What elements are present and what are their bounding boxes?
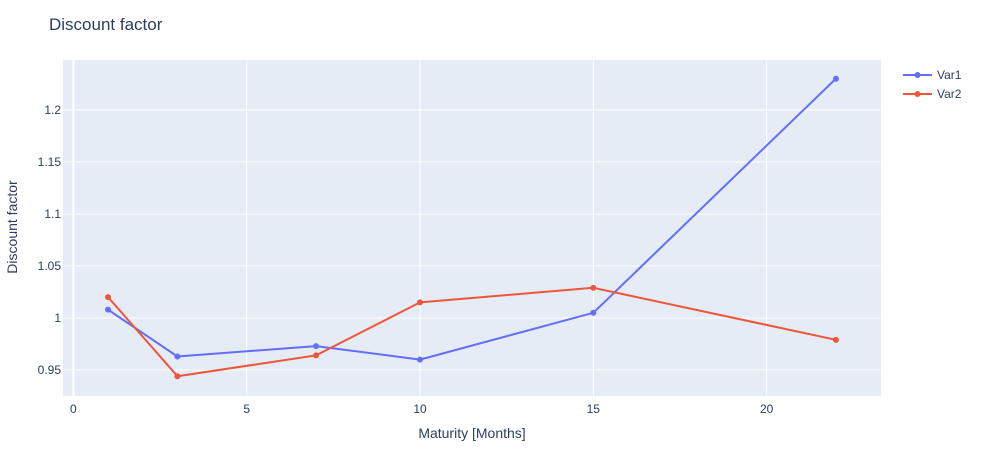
chart-title: Discount factor	[49, 15, 163, 34]
y-tick-label: 1.1	[44, 207, 61, 221]
data-point	[105, 294, 112, 301]
legend-item: Var2	[903, 87, 962, 101]
x-axis-title: Maturity [Months]	[418, 425, 525, 441]
data-point	[832, 336, 839, 343]
y-tick-label: 1.05	[38, 259, 62, 273]
y-tick-label: 1.15	[38, 155, 62, 169]
tick-layer: 0 5 10 15 20 0.95 1 1.05 1.1 1.15 1.2	[38, 103, 774, 416]
grid-layer	[63, 60, 881, 396]
series-layer	[105, 75, 839, 380]
x-tick-label: 10	[413, 402, 427, 416]
y-tick-label: 0.95	[38, 363, 62, 377]
y-axis-title: Discount factor	[4, 180, 20, 274]
series-line	[107, 286, 837, 378]
y-tick-label: 1	[54, 311, 61, 325]
data-point	[832, 75, 839, 82]
data-point	[174, 373, 181, 380]
data-point	[105, 306, 112, 313]
x-tick-label: 15	[587, 402, 601, 416]
legend-label: Var2	[937, 87, 962, 101]
legend-swatch-marker	[914, 72, 921, 78]
legend-swatch-marker	[914, 91, 921, 97]
legend-label: Var1	[937, 68, 962, 82]
x-tick-label: 5	[243, 402, 250, 416]
x-tick-label: 0	[70, 402, 77, 416]
data-point	[313, 343, 320, 350]
legend-item: Var1	[903, 68, 962, 82]
data-point	[590, 309, 597, 316]
series-line	[107, 77, 837, 361]
plot-area	[63, 60, 881, 396]
data-point	[417, 299, 424, 306]
data-point	[174, 353, 181, 360]
legend: Var1 Var2	[903, 68, 962, 101]
data-point	[590, 284, 597, 291]
series-var1	[105, 75, 839, 363]
x-tick-label: 20	[760, 402, 774, 416]
data-point	[417, 356, 424, 363]
data-point	[313, 352, 320, 359]
y-tick-label: 1.2	[44, 103, 61, 117]
series-var2	[105, 284, 839, 380]
